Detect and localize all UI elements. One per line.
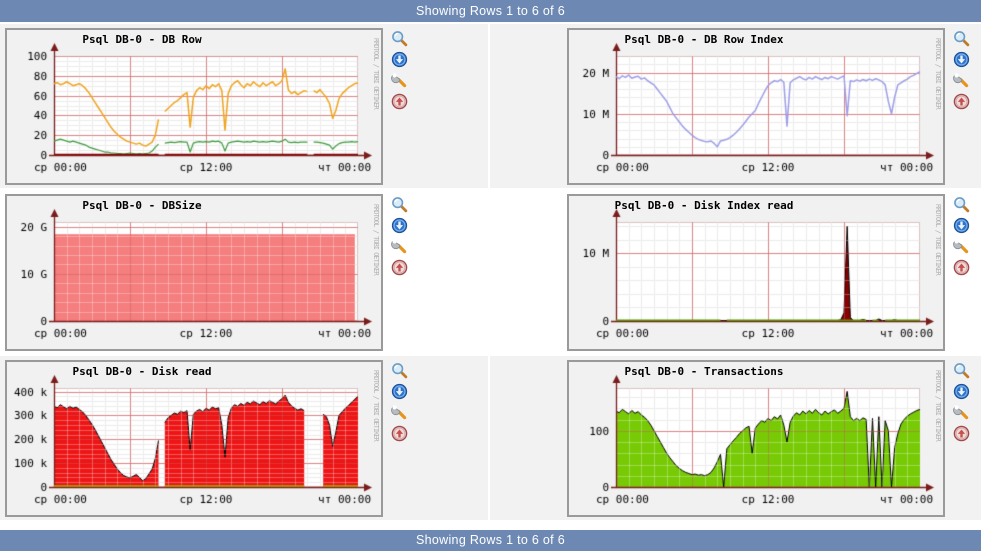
graph-properties-icon[interactable] bbox=[953, 72, 970, 89]
graph-image[interactable] bbox=[7, 362, 381, 515]
graph-cell: Psql DB-0 - Transactions RRDTOOL / TOBI … bbox=[490, 356, 981, 520]
graph-cell: Psql DB-0 - Disk read RRDTOOL / TOBI OET… bbox=[0, 356, 490, 520]
graph-image[interactable] bbox=[569, 30, 943, 183]
graph-cell: Psql DB-0 - DBSize RRDTOOL / TOBI OETIKE… bbox=[0, 190, 490, 354]
graph-cell: Psql DB-0 - DB Row Index RRDTOOL / TOBI … bbox=[490, 24, 981, 188]
page-top-icon[interactable] bbox=[953, 93, 970, 110]
pager-bottom: Showing Rows 1 to 6 of 6 bbox=[0, 530, 981, 551]
pager-top: Showing Rows 1 to 6 of 6 bbox=[0, 0, 981, 22]
graph-actions bbox=[391, 196, 408, 276]
csv-export-icon[interactable] bbox=[953, 383, 970, 400]
graph-actions bbox=[391, 30, 408, 110]
graph-grid: Psql DB-0 - DB Row RRDTOOL / TOBI OETIKE… bbox=[0, 24, 981, 522]
graph-cell: Psql DB-0 - DB Row RRDTOOL / TOBI OETIKE… bbox=[0, 24, 490, 188]
page-top-icon[interactable] bbox=[391, 425, 408, 442]
graph-cell: Psql DB-0 - Disk Index read RRDTOOL / TO… bbox=[490, 190, 981, 354]
graph-panel: Psql DB-0 - Disk read RRDTOOL / TOBI OET… bbox=[5, 360, 383, 517]
csv-export-icon[interactable] bbox=[391, 217, 408, 234]
page-top-icon[interactable] bbox=[391, 93, 408, 110]
graph-image[interactable] bbox=[7, 30, 381, 183]
graph-image[interactable] bbox=[569, 362, 943, 515]
graph-image[interactable] bbox=[569, 196, 943, 349]
graph-actions bbox=[953, 196, 970, 276]
csv-export-icon[interactable] bbox=[953, 51, 970, 68]
zoom-graph-icon[interactable] bbox=[953, 362, 970, 379]
page-top-icon[interactable] bbox=[953, 425, 970, 442]
graph-panel: Psql DB-0 - Transactions RRDTOOL / TOBI … bbox=[567, 360, 945, 517]
graph-actions bbox=[391, 362, 408, 442]
graph-actions bbox=[953, 30, 970, 110]
graph-properties-icon[interactable] bbox=[391, 404, 408, 421]
graph-properties-icon[interactable] bbox=[391, 72, 408, 89]
graph-actions bbox=[953, 362, 970, 442]
graph-properties-icon[interactable] bbox=[391, 238, 408, 255]
graph-row: Psql DB-0 - Disk read RRDTOOL / TOBI OET… bbox=[0, 356, 981, 520]
page-top-icon[interactable] bbox=[953, 259, 970, 276]
page-top-icon[interactable] bbox=[391, 259, 408, 276]
zoom-graph-icon[interactable] bbox=[391, 30, 408, 47]
zoom-graph-icon[interactable] bbox=[953, 30, 970, 47]
graph-row: Psql DB-0 - DB Row RRDTOOL / TOBI OETIKE… bbox=[0, 24, 981, 188]
zoom-graph-icon[interactable] bbox=[953, 196, 970, 213]
graph-panel: Psql DB-0 - DB Row Index RRDTOOL / TOBI … bbox=[567, 28, 945, 185]
graph-panel: Psql DB-0 - DB Row RRDTOOL / TOBI OETIKE… bbox=[5, 28, 383, 185]
graph-row: Psql DB-0 - DBSize RRDTOOL / TOBI OETIKE… bbox=[0, 190, 981, 354]
graph-properties-icon[interactable] bbox=[953, 404, 970, 421]
graph-image[interactable] bbox=[7, 196, 381, 349]
zoom-graph-icon[interactable] bbox=[391, 362, 408, 379]
graph-panel: Psql DB-0 - DBSize RRDTOOL / TOBI OETIKE… bbox=[5, 194, 383, 351]
graph-properties-icon[interactable] bbox=[953, 238, 970, 255]
zoom-graph-icon[interactable] bbox=[391, 196, 408, 213]
csv-export-icon[interactable] bbox=[953, 217, 970, 234]
graph-panel: Psql DB-0 - Disk Index read RRDTOOL / TO… bbox=[567, 194, 945, 351]
csv-export-icon[interactable] bbox=[391, 51, 408, 68]
csv-export-icon[interactable] bbox=[391, 383, 408, 400]
